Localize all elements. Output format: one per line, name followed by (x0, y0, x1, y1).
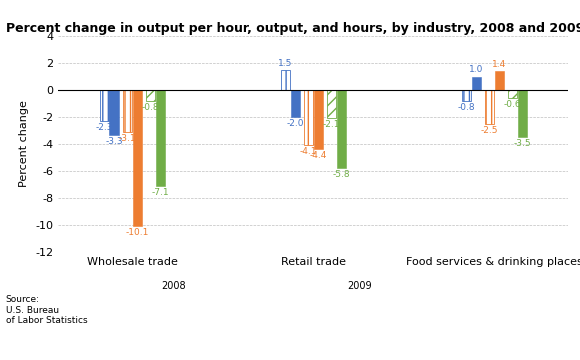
Bar (314, 90, 322, 149)
Text: -0.8: -0.8 (142, 103, 159, 112)
Bar (508, 90, 517, 98)
Text: -4.4: -4.4 (310, 152, 327, 161)
Text: -2.0: -2.0 (287, 119, 304, 128)
Bar (100, 90, 108, 121)
Bar (485, 90, 494, 124)
Bar (291, 90, 300, 117)
Text: -5.8: -5.8 (332, 170, 350, 179)
Text: 1.5: 1.5 (278, 59, 292, 68)
Text: -2.3: -2.3 (95, 123, 113, 132)
Text: -2.5: -2.5 (481, 126, 498, 135)
Y-axis label: Percent change: Percent change (20, 100, 30, 188)
Bar (472, 77, 481, 90)
Bar (110, 90, 118, 135)
Text: -7.1: -7.1 (151, 188, 169, 197)
Text: Source:
U.S. Bureau
of Labor Statistics: Source: U.S. Bureau of Labor Statistics (6, 295, 88, 325)
Bar (155, 90, 165, 186)
Text: -4.1: -4.1 (299, 147, 317, 156)
Text: 2008: 2008 (162, 281, 186, 291)
Bar (462, 90, 471, 101)
Text: -3.3: -3.3 (105, 136, 123, 145)
Text: 1.4: 1.4 (492, 60, 506, 69)
Text: -3.1: -3.1 (118, 134, 136, 143)
Bar (518, 90, 527, 137)
Text: 1.0: 1.0 (469, 66, 483, 75)
Text: 2009: 2009 (347, 281, 372, 291)
Bar (132, 90, 142, 226)
Text: -3.5: -3.5 (513, 139, 531, 148)
Bar (281, 70, 290, 90)
Bar (495, 71, 504, 90)
Bar (336, 90, 346, 168)
Bar (122, 90, 132, 132)
Bar (146, 90, 155, 101)
Bar (327, 90, 336, 118)
Text: -2.1: -2.1 (322, 120, 340, 129)
Text: -0.8: -0.8 (458, 103, 475, 112)
Bar (304, 90, 313, 145)
Text: Percent change in output per hour, output, and hours, by industry, 2008 and 2009: Percent change in output per hour, outpu… (6, 22, 580, 35)
Text: -10.1: -10.1 (125, 228, 148, 237)
Text: -0.6: -0.6 (503, 100, 521, 109)
